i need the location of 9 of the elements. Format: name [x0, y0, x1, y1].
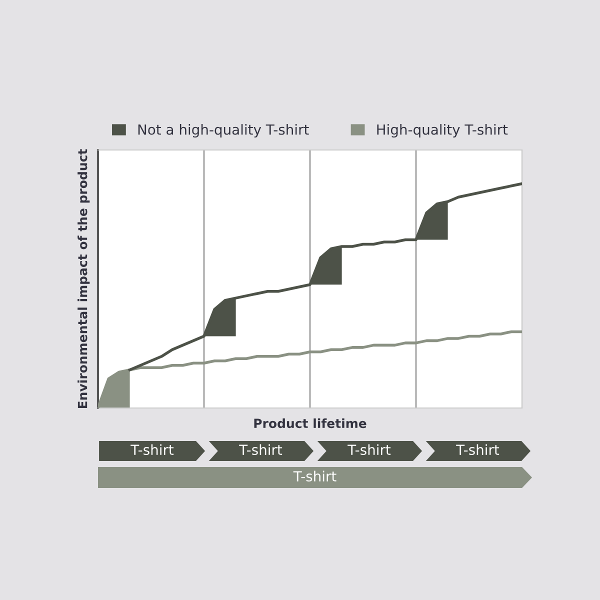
- text: T-shirt: [293, 470, 336, 482]
- legend-label: Not a high-quality T-shirt: [138, 124, 309, 138]
- x-axis-title: Product lifetime: [254, 418, 366, 428]
- legend-label: High-quality T-shirt: [377, 124, 508, 138]
- y-axis-title: Environmental impact of the product: [78, 149, 90, 408]
- text: T-shirt: [239, 444, 282, 456]
- text: T-shirt: [130, 444, 174, 456]
- text: T-shirt: [348, 444, 391, 456]
- text: T-shirt: [456, 444, 500, 456]
